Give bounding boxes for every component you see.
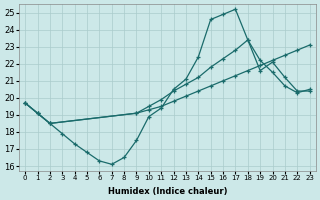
X-axis label: Humidex (Indice chaleur): Humidex (Indice chaleur) [108, 187, 227, 196]
